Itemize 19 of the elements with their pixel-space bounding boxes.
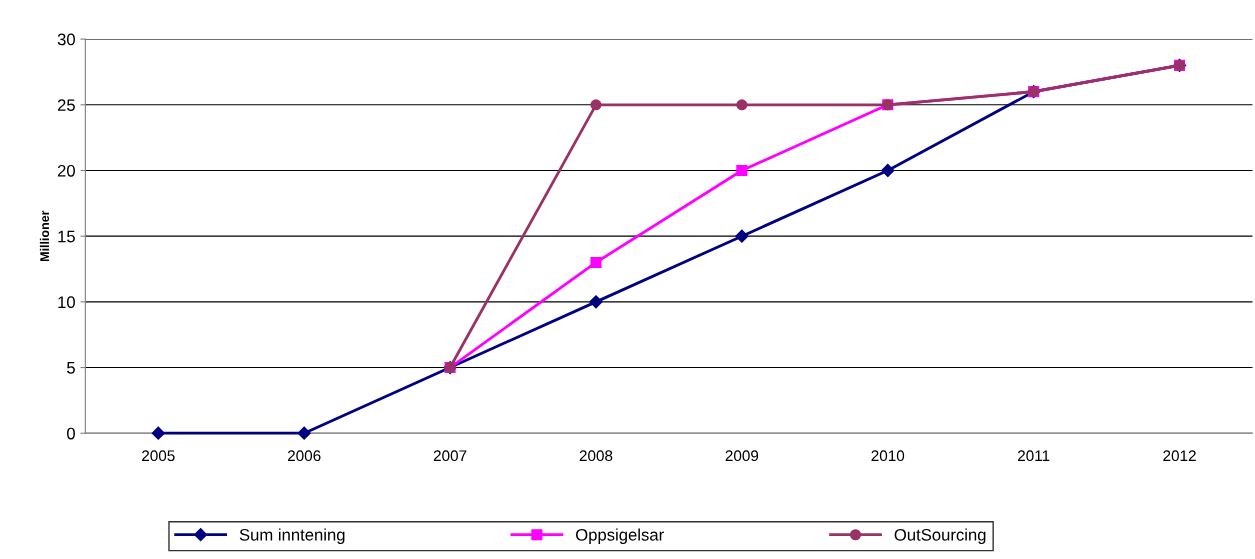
y-axis-title: Millioner: [39, 210, 50, 262]
y-tick-label: 15: [58, 230, 75, 243]
legend-label: OutSourcing: [894, 528, 986, 544]
x-tick-label: 2006: [287, 450, 321, 462]
x-tick-label: 2009: [725, 450, 759, 462]
y-tick-label: 30: [57, 33, 75, 46]
y-tick-label: 25: [57, 99, 75, 112]
x-tick-label: 2010: [871, 450, 905, 462]
legend-label: Sum inntening: [239, 528, 345, 544]
x-tick-label: 2007: [433, 450, 467, 462]
x-tick-label: 2011: [1017, 450, 1050, 462]
y-tick-label: 20: [57, 164, 75, 177]
y-tick-label: 5: [67, 362, 75, 374]
x-tick-label: 2008: [579, 450, 613, 462]
x-tick-label: 2012: [1163, 450, 1196, 462]
y-tick-label: 0: [67, 427, 75, 440]
x-tick-label: 2005: [142, 450, 175, 462]
legend-label: Oppsigelsar: [576, 528, 664, 544]
y-tick-label: 10: [58, 296, 75, 309]
